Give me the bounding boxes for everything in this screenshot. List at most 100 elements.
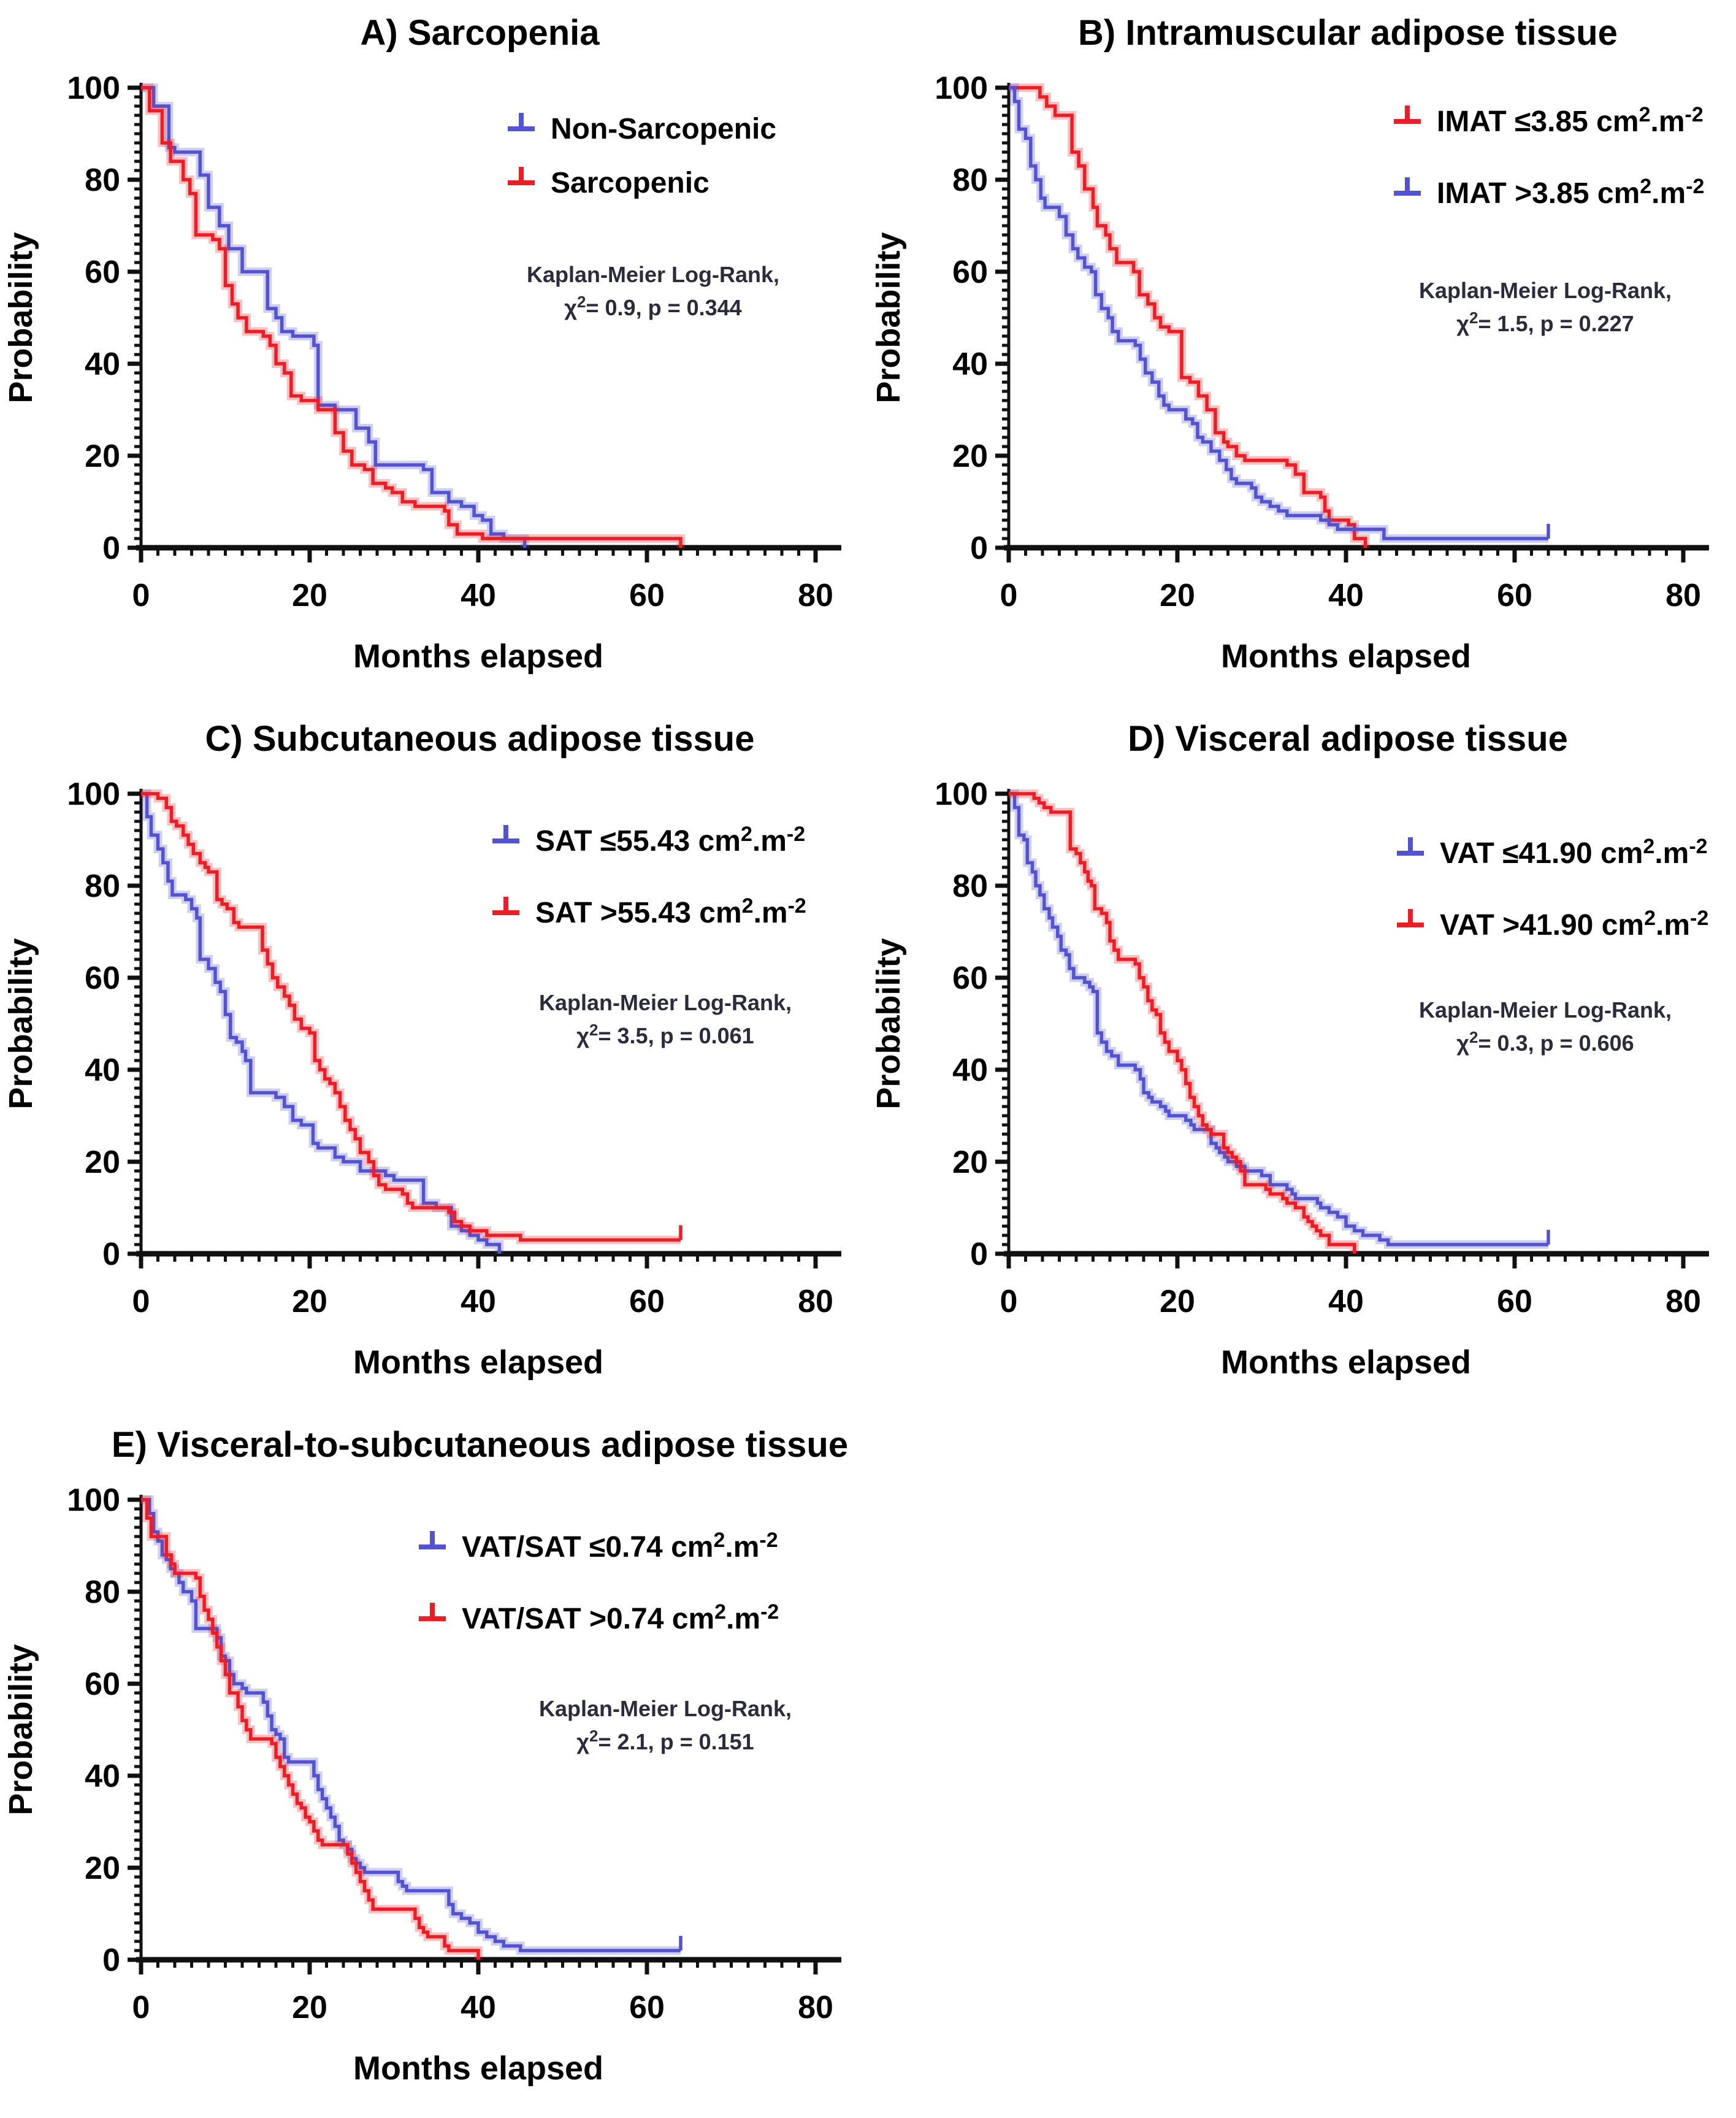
stats-line-2: χ2= 0.3, p = 0.606: [1456, 1028, 1634, 1056]
series-line-vat-41-90-cm-m: [1009, 792, 1356, 1254]
panel-b: B) Intramuscular adipose tissue 0 20 40 60 8…: [868, 0, 1736, 706]
series-line-imat-3-85-cm-m: [1009, 86, 1367, 548]
y-tick-label: 20: [952, 1145, 988, 1180]
stats-line-2: χ2= 3.5, p = 0.061: [576, 1021, 754, 1048]
legend-item-vat-sat-0-74-cm-m: VAT/SAT >0.74 cm2.m-2: [419, 1600, 779, 1635]
series-line-sat-55-43-cm-m: [141, 792, 502, 1254]
legend-item-sat-55-43-cm-m: SAT >55.43 cm2.m-2: [492, 894, 806, 929]
x-tick-label: 20: [1160, 578, 1195, 613]
panel-c-chart: 0 20 40 60 80 0 20 40 60 80 100 Months elapsed Proba…: [2, 777, 841, 1381]
x-tick-label: 40: [461, 1990, 496, 2025]
y-axis-label: Probability: [2, 938, 39, 1109]
y-tick-label: 80: [952, 869, 988, 904]
x-axis-label: Months elapsed: [353, 638, 603, 675]
y-tick-label: 20: [85, 1145, 120, 1180]
legend-item-imat-3-85-cm-m: IMAT ≤3.85 cm2.m-2: [1394, 103, 1703, 138]
y-tick-label: 40: [85, 1053, 120, 1088]
panel-d: D) Visceral adipose tissue 0 20 40 60 80 0 20 4…: [868, 706, 1736, 1412]
legend-label: Non-Sarcopenic: [551, 113, 776, 145]
y-tick-label: 60: [952, 961, 988, 996]
legend-item-non-sarcopenic: Non-Sarcopenic: [508, 113, 776, 145]
y-tick-label: 60: [85, 1667, 120, 1702]
series-line-imat-3-85-cm-m: [1009, 86, 1548, 540]
series-line-non-sarcopenic: [141, 86, 527, 548]
series-halo-imat-3-85-cm-m: [1009, 83, 1370, 548]
y-axis-label: Probability: [2, 232, 39, 403]
y-tick-label: 0: [102, 1943, 120, 1978]
panel-d-title: D) Visceral adipose tissue: [1128, 719, 1568, 759]
y-tick-label: 0: [970, 1237, 988, 1272]
y-tick-label: 80: [85, 869, 120, 904]
x-axis-label: Months elapsed: [1221, 1344, 1471, 1381]
panel-a: A) Sarcopenia 0 20 40 60 80 0 20 40 60 80 100 Month…: [0, 0, 868, 706]
legend-label: SAT >55.43 cm2.m-2: [535, 894, 806, 929]
y-tick-label: 100: [935, 71, 988, 106]
x-tick-label: 80: [798, 1990, 833, 2025]
x-tick-label: 0: [1000, 578, 1018, 613]
panel-b-title: B) Intramuscular adipose tissue: [1078, 13, 1618, 53]
x-tick-label: 40: [461, 1284, 496, 1319]
x-tick-label: 80: [798, 578, 833, 613]
series-halo-vat-41-90-cm-m: [1009, 789, 1359, 1254]
series-halo-vat-sat-0-74-cm-m: [141, 1495, 681, 1955]
series-line-vat-41-90-cm-m: [1009, 792, 1548, 1246]
x-tick-label: 80: [798, 1284, 833, 1319]
x-tick-label: 0: [1000, 1284, 1018, 1319]
stats-line-2: χ2= 0.9, p = 0.344: [564, 293, 741, 320]
y-tick-label: 60: [85, 961, 120, 996]
x-tick-label: 40: [1328, 578, 1364, 613]
panel-d-chart: 0 20 40 60 80 0 20 40 60 80 100 Months elapsed Proba…: [870, 777, 1709, 1381]
y-axis-label: Probability: [870, 938, 907, 1109]
x-tick-label: 60: [629, 578, 665, 613]
x-tick-label: 0: [132, 1284, 150, 1319]
y-tick-label: 40: [952, 1053, 988, 1088]
legend-label: VAT ≤41.90 cm2.m-2: [1440, 835, 1708, 870]
legend-item-sarcopenic: Sarcopenic: [508, 167, 709, 199]
y-tick-label: 0: [970, 531, 988, 566]
legend-label: Sarcopenic: [551, 167, 709, 199]
x-tick-label: 60: [1497, 578, 1532, 613]
stats-line-1: Kaplan-Meier Log-Rank,: [1419, 278, 1672, 303]
x-tick-label: 60: [629, 1284, 665, 1319]
x-tick-label: 20: [292, 578, 327, 613]
y-tick-label: 100: [935, 777, 988, 812]
stats-line-1: Kaplan-Meier Log-Rank,: [539, 990, 792, 1015]
series-line-vat-sat-0-74-cm-m: [141, 1498, 480, 1960]
y-tick-label: 20: [952, 439, 988, 474]
x-tick-label: 60: [1497, 1284, 1532, 1319]
stats-line-2: χ2= 1.5, p = 0.227: [1456, 309, 1634, 336]
panel-e: E) Visceral-to-subcutaneous adipose tiss…: [0, 1412, 868, 2118]
y-tick-label: 100: [67, 71, 120, 106]
legend-label: IMAT ≤3.85 cm2.m-2: [1437, 103, 1703, 138]
panel-c-title: C) Subcutaneous adipose tissue: [205, 719, 755, 759]
y-tick-label: 20: [85, 1851, 120, 1886]
y-tick-label: 80: [85, 1575, 120, 1610]
empty-cell: [868, 1412, 1736, 2118]
panel-c: C) Subcutaneous adipose tissue 0 20 40 60 80…: [0, 706, 868, 1412]
panel-b-chart: 0 20 40 60 80 0 20 40 60 80 100 Months elapsed Proba…: [870, 71, 1709, 675]
y-tick-label: 0: [102, 531, 120, 566]
y-tick-label: 40: [85, 347, 120, 382]
x-tick-label: 80: [1665, 578, 1701, 613]
legend-item-vat-41-90-cm-m: VAT ≤41.90 cm2.m-2: [1397, 835, 1708, 870]
legend-label: VAT/SAT >0.74 cm2.m-2: [462, 1600, 779, 1635]
stats-line-2: χ2= 2.1, p = 0.151: [576, 1727, 754, 1754]
legend-item-vat-41-90-cm-m: VAT >41.90 cm2.m-2: [1397, 907, 1708, 942]
legend-item-vat-sat-0-74-cm-m: VAT/SAT ≤0.74 cm2.m-2: [419, 1529, 778, 1564]
y-tick-label: 0: [102, 1237, 120, 1272]
x-axis-label: Months elapsed: [353, 2050, 603, 2087]
panel-a-chart: 0 20 40 60 80 0 20 40 60 80 100 Months elapsed Proba…: [2, 71, 841, 675]
y-tick-label: 100: [67, 1483, 120, 1518]
x-tick-label: 80: [1665, 1284, 1701, 1319]
series-line-sat-55-43-cm-m: [141, 792, 681, 1242]
x-tick-label: 40: [1328, 1284, 1364, 1319]
x-tick-label: 60: [629, 1990, 665, 2025]
legend-label: SAT ≤55.43 cm2.m-2: [535, 823, 805, 858]
legend-item-sat-55-43-cm-m: SAT ≤55.43 cm2.m-2: [492, 823, 805, 858]
x-axis-label: Months elapsed: [353, 1344, 603, 1381]
series-line-sarcopenic: [141, 86, 683, 548]
y-axis-label: Probability: [2, 1644, 39, 1815]
y-tick-label: 40: [952, 347, 988, 382]
stats-line-1: Kaplan-Meier Log-Rank,: [539, 1696, 792, 1721]
